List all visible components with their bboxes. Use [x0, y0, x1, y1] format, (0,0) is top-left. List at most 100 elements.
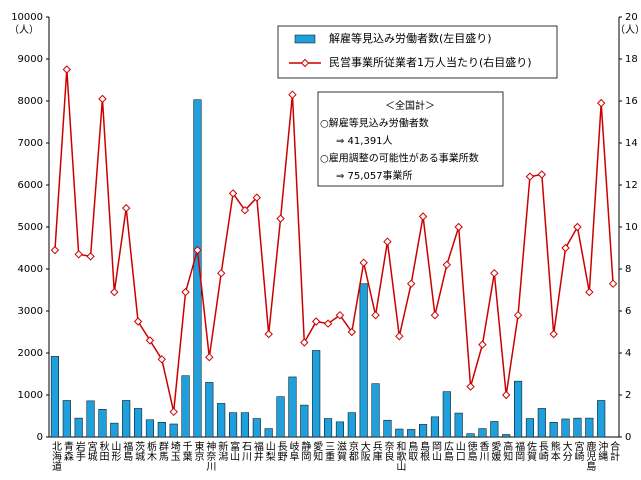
bar	[50, 356, 59, 438]
marker	[181, 287, 190, 297]
marker	[216, 268, 226, 278]
marker	[228, 189, 238, 198]
y-tick-label: 9000	[18, 54, 43, 65]
bar	[145, 419, 154, 438]
x-tick-label: 山梨	[263, 441, 275, 462]
marker	[288, 90, 297, 99]
marker	[121, 203, 131, 213]
bar	[466, 433, 475, 438]
x-tick-label: 福島	[121, 440, 133, 462]
y-tick-label: 10000	[11, 12, 43, 23]
bar	[430, 416, 439, 438]
y-unit: （人）	[9, 24, 39, 36]
bar	[347, 412, 356, 438]
bar	[134, 408, 143, 438]
marker	[430, 310, 440, 320]
bar	[252, 418, 261, 438]
x-tick-label: 静岡	[299, 440, 311, 462]
marker	[561, 243, 570, 253]
marker	[501, 390, 511, 400]
marker	[264, 329, 273, 339]
marker	[169, 407, 178, 417]
marker	[395, 331, 404, 341]
x-tick-label: 高知	[501, 440, 513, 461]
marker	[145, 336, 155, 345]
y2-tick-label: 4	[625, 348, 631, 359]
y2-tick-label: 12	[625, 180, 638, 191]
bar	[276, 396, 285, 438]
bar	[74, 417, 83, 438]
x-tick-label: 三重	[323, 441, 335, 461]
x-tick-label: 岡山	[429, 441, 441, 461]
marker	[50, 245, 60, 255]
y2-tick-label: 20	[625, 12, 638, 23]
marker	[157, 355, 167, 364]
x-tick-label: 北海道	[49, 441, 61, 471]
y-tick-label: 0	[37, 432, 43, 443]
x-tick-label: 宮城	[85, 440, 97, 462]
x-tick-label: 福岡	[513, 440, 525, 462]
x-tick-label: 愛知	[311, 440, 323, 461]
marker	[371, 310, 380, 320]
bar	[502, 434, 511, 438]
bar	[288, 376, 297, 438]
annotation-text: ○解雇等見込み労働者数	[320, 117, 429, 130]
marker	[74, 250, 83, 259]
x-tick-label: 長野	[275, 441, 287, 461]
y2-tick-label: 0	[625, 432, 631, 443]
x-tick-label: 神奈川	[204, 440, 216, 471]
y2-tick-label: 2	[625, 390, 631, 401]
x-tick-label: 合計	[608, 440, 620, 462]
bar	[454, 412, 463, 438]
marker	[205, 352, 214, 362]
marker	[300, 338, 309, 347]
marker	[133, 317, 143, 326]
y2-tick-label: 6	[625, 306, 631, 317]
bar	[157, 422, 166, 438]
x-tick-label: 秋田	[97, 440, 109, 461]
bar	[537, 408, 546, 438]
bar	[181, 375, 190, 438]
marker	[454, 222, 463, 232]
y2-tick-label: 16	[625, 96, 638, 107]
y2-tick-label: 18	[625, 54, 638, 65]
legend-label: 民営事業所従業者1万人当たり(右目盛り)	[329, 55, 532, 69]
marker	[525, 172, 535, 181]
bar	[514, 380, 523, 438]
x-tick-label: 沖縄	[596, 440, 608, 461]
y-tick-label: 4000	[18, 264, 43, 275]
marker	[98, 94, 107, 104]
bar	[419, 424, 428, 438]
y2-tick-label: 8	[625, 264, 631, 275]
marker	[490, 268, 499, 278]
marker	[442, 260, 452, 270]
x-tick-label: 岐阜	[287, 440, 299, 462]
y-tick-label: 3000	[18, 306, 43, 317]
bar	[300, 404, 309, 438]
bar	[573, 417, 582, 438]
bar	[122, 400, 131, 438]
legend-box	[277, 25, 558, 79]
marker	[466, 382, 475, 391]
legend-marker	[300, 58, 310, 68]
bar	[335, 421, 344, 438]
x-tick-label: 富山	[228, 440, 240, 461]
bar	[169, 423, 178, 438]
x-tick-label: 鹿児島	[584, 440, 596, 472]
bar	[98, 409, 107, 438]
marker	[110, 287, 119, 297]
x-tick-label: 福井	[251, 440, 263, 462]
marker	[86, 252, 95, 261]
x-tick-label: 石川	[239, 441, 251, 461]
legend-swatch	[294, 34, 316, 44]
marker	[537, 170, 547, 179]
bar	[324, 418, 333, 438]
x-tick-label: 京都	[346, 440, 358, 462]
marker	[478, 340, 487, 349]
marker	[585, 287, 594, 297]
marker	[513, 310, 523, 320]
bar	[217, 403, 226, 438]
x-tick-label: 東京	[192, 440, 204, 462]
y2-unit: （人）	[615, 24, 641, 36]
x-tick-label: 徳島	[465, 440, 477, 462]
